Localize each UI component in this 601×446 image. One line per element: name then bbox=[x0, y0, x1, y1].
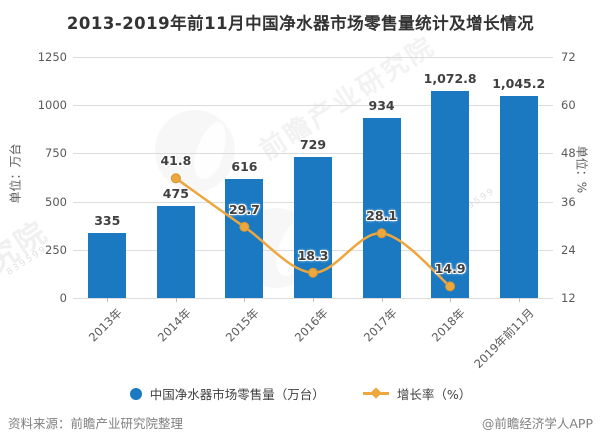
bar bbox=[294, 157, 332, 298]
x-axis-label: 2017年 bbox=[360, 305, 400, 345]
x-axis-label: 2013年 bbox=[86, 305, 125, 345]
bar-value-label: 335 bbox=[94, 213, 121, 229]
legend-label: 中国净水器市场零售量（万台） bbox=[149, 387, 325, 402]
credit-note: @前瞻经济学人APP bbox=[481, 416, 593, 431]
y-axis-tick-right: 72 bbox=[561, 50, 576, 64]
line-point-label: 28.1 bbox=[366, 208, 398, 224]
y-axis-tick-left: 750 bbox=[45, 146, 67, 161]
gridline bbox=[73, 153, 553, 155]
x-axis-tick bbox=[381, 298, 383, 302]
x-axis-tick bbox=[518, 298, 520, 302]
bar-series-marker-icon bbox=[129, 387, 142, 400]
legend-item-growth: 增长率（%） bbox=[362, 384, 472, 403]
gridline bbox=[73, 105, 553, 107]
legend: 中国净水器市场零售量（万台） 增长率（%） bbox=[0, 384, 601, 403]
x-axis-label: 2019年前11月 bbox=[470, 305, 537, 372]
line-point-label: 41.8 bbox=[160, 153, 192, 169]
line-point-label: 18.3 bbox=[297, 247, 329, 263]
y-axis-tick-left: 0 bbox=[59, 291, 67, 305]
left-axis-title: 单位：万台 bbox=[8, 143, 23, 204]
bar bbox=[499, 96, 538, 298]
footer: 资料来源：前瞻产业研究院整理 @前瞻经济学人APP bbox=[0, 413, 601, 432]
x-axis-label: 2016年 bbox=[291, 305, 331, 345]
bar bbox=[156, 206, 195, 298]
y-axis-tick-left: 250 bbox=[45, 242, 67, 257]
line-point-marker bbox=[170, 173, 181, 184]
line-point-label: 29.7 bbox=[228, 201, 260, 217]
y-axis-tick-right: 12 bbox=[561, 291, 576, 305]
x-axis-tick bbox=[450, 298, 452, 302]
y-axis-tick-left: 1250 bbox=[37, 50, 67, 64]
bar-value-label: 1,072.8 bbox=[423, 71, 477, 87]
y-axis-tick-right: 36 bbox=[561, 194, 576, 209]
x-axis-label: 2018年 bbox=[429, 305, 468, 345]
y-axis-tick-right: 24 bbox=[561, 242, 576, 257]
bar-value-label: 1,045.2 bbox=[492, 76, 546, 92]
bar-value-label: 475 bbox=[162, 186, 189, 202]
x-axis-tick bbox=[175, 298, 177, 302]
y-axis-tick-left: 500 bbox=[45, 194, 67, 209]
bar-value-label: 729 bbox=[299, 137, 327, 153]
line-series-marker-icon bbox=[362, 387, 389, 399]
watermark-logo-icon bbox=[155, 110, 235, 192]
x-axis-label: 2014年 bbox=[154, 305, 194, 345]
source-note: 资料来源：前瞻产业研究院整理 bbox=[8, 416, 184, 431]
bar-value-label: 616 bbox=[231, 159, 258, 175]
bar bbox=[88, 233, 127, 298]
legend-label: 增长率（%） bbox=[396, 387, 472, 402]
legend-item-sales: 中国净水器市场零售量（万台） bbox=[129, 384, 325, 403]
y-axis-tick-right: 48 bbox=[561, 146, 576, 161]
y-axis-tick-right: 60 bbox=[561, 98, 576, 113]
x-axis-tick bbox=[313, 298, 314, 302]
y-axis-tick-left: 1000 bbox=[37, 98, 67, 113]
chart-title: 2013-2019年前11月中国净水器市场零售量统计及增长情况 bbox=[66, 14, 535, 33]
x-axis-tick bbox=[107, 298, 109, 302]
right-axis-title: 单位：% bbox=[574, 145, 589, 194]
bar bbox=[225, 179, 264, 298]
x-axis-label: 2015年 bbox=[223, 305, 263, 345]
line-point-label: 14.9 bbox=[434, 261, 466, 277]
gridline bbox=[73, 57, 553, 58]
bar-value-label: 934 bbox=[368, 97, 395, 113]
x-axis-tick bbox=[244, 298, 246, 302]
